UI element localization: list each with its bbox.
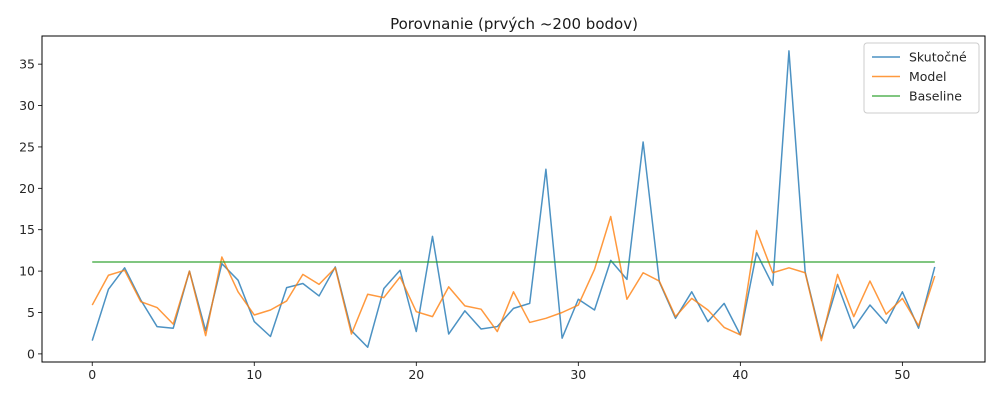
x-tick-label: 50 [894, 367, 910, 382]
y-tick-label: 35 [19, 57, 35, 72]
y-axis: 0 5 10 15 20 25 30 35 [19, 57, 42, 361]
series-line-0 [91, 50, 936, 349]
series-line-1 [91, 215, 936, 342]
y-tick-label: 5 [27, 305, 35, 320]
chart-title: Porovnanie (prvých ~200 bodov) [390, 15, 638, 33]
y-tick-label: 15 [19, 222, 35, 237]
x-tick-label: 10 [246, 367, 262, 382]
plot-area-frame [41, 35, 986, 363]
legend-label-1: Model [909, 69, 947, 84]
x-tick-label: 30 [570, 367, 586, 382]
y-tick-label: 10 [19, 264, 35, 279]
series-layer [91, 50, 936, 349]
x-tick-label: 20 [408, 367, 424, 382]
legend: Skutočné Model Baseline [863, 42, 980, 114]
legend-label-0: Skutočné [909, 50, 967, 65]
x-tick-label: 0 [88, 367, 96, 382]
y-tick-label: 30 [19, 98, 35, 113]
y-tick-label: 20 [19, 181, 35, 196]
y-tick-label: 25 [19, 139, 35, 154]
x-tick-label: 40 [732, 367, 748, 382]
y-tick-label: 0 [27, 346, 35, 361]
x-axis: 0 10 20 30 40 50 [88, 362, 910, 382]
legend-label-2: Baseline [909, 89, 962, 104]
